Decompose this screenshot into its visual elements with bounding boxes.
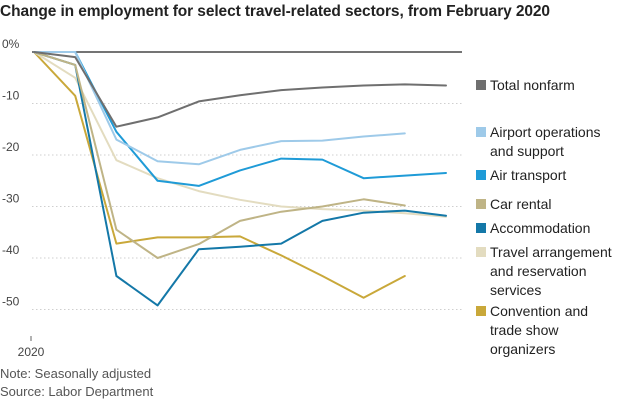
legend-label-travel-arrangement-and-reservation-services: Travel arrangement	[490, 244, 612, 260]
source-text: Source: Labor Department	[0, 384, 154, 399]
legend-swatch-car-rental	[476, 199, 486, 209]
legend-label-travel-arrangement-and-reservation-services: services	[490, 282, 541, 298]
legend-label-convention-and-trade-show-organizers: trade show	[490, 322, 559, 338]
legend-label-airport-operations-and-support: Airport operations	[490, 124, 601, 140]
legend-swatch-airport-operations-and-support	[476, 127, 486, 137]
legend-label-convention-and-trade-show-organizers: organizers	[490, 341, 555, 357]
legend-label-convention-and-trade-show-organizers: Convention and	[490, 303, 588, 319]
note-text: Note: Seasonally adjusted	[0, 366, 152, 381]
legend-swatch-total-nonfarm	[476, 80, 486, 90]
series-line-accommodation	[33, 51, 447, 307]
legend-label-car-rental: Car rental	[490, 196, 551, 212]
chart-title: Change in employment for select travel-r…	[0, 3, 550, 20]
legend: Total nonfarm Airport operations and suppo…	[476, 77, 612, 357]
y-tick-label: 0%	[2, 37, 20, 51]
series-line-car-rental	[33, 51, 406, 259]
legend-swatch-travel-arrangement-and-reservation-services	[476, 247, 486, 257]
gridlines	[32, 51, 462, 310]
y-tick-label: -40	[2, 243, 20, 257]
legend-label-air-transport: Air transport	[490, 167, 566, 183]
legend-label-accommodation: Accommodation	[490, 220, 590, 236]
series-line-airport-operations-and-support	[33, 51, 406, 166]
x-axis: 2020	[18, 336, 45, 359]
legend-label-total-nonfarm: Total nonfarm	[490, 77, 575, 93]
y-tick-label: -10	[2, 89, 20, 103]
series-line-convention-and-trade-show-organizers	[33, 51, 406, 299]
y-tick-label: -20	[2, 140, 20, 154]
y-tick-label: -50	[2, 295, 20, 309]
x-tick-label: 2020	[18, 345, 45, 359]
series-lines	[33, 51, 447, 307]
legend-label-airport-operations-and-support: and support	[490, 143, 564, 159]
legend-swatch-accommodation	[476, 223, 486, 233]
y-axis-tick-labels: 0% -10 -20 -30 -40 -50	[2, 37, 20, 309]
legend-swatch-convention-and-trade-show-organizers	[476, 306, 486, 316]
series-line-total-nonfarm	[33, 51, 447, 128]
legend-label-travel-arrangement-and-reservation-services: and reservation	[490, 263, 587, 279]
legend-swatch-air-transport	[476, 170, 486, 180]
y-tick-label: -30	[2, 192, 20, 206]
